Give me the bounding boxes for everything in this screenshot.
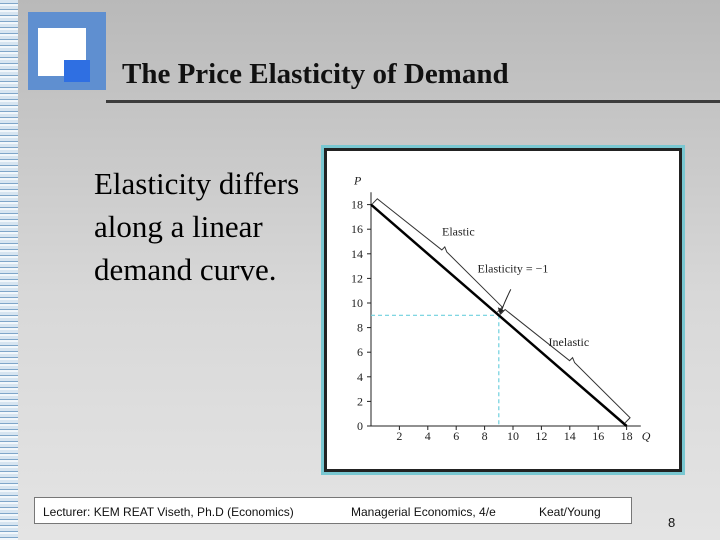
y-tick-label: 12 [351, 271, 363, 285]
arrow-shaft [500, 289, 512, 313]
x-tick-label: 18 [621, 429, 633, 443]
x-tick-label: 8 [482, 429, 488, 443]
elastic-brace [372, 198, 503, 313]
y-axis-label: P [353, 173, 362, 187]
y-tick-label: 14 [351, 247, 363, 261]
elastic-label: Elastic [442, 224, 475, 238]
y-tick-label: 8 [357, 321, 363, 335]
chart-frame: P Q 0 2 4 6 8 10 12 14 16 18 2 4 6 8 10 12 14 16 18 Elastic El… [324, 148, 682, 472]
footer-box [34, 497, 632, 524]
x-tick-label: 10 [507, 429, 519, 443]
inelastic-brace [499, 308, 631, 424]
slide-title: The Price Elasticity of Demand [122, 58, 509, 90]
inelastic-label: Inelastic [549, 335, 590, 349]
x-tick-label: 4 [425, 429, 431, 443]
x-tick-label: 12 [535, 429, 547, 443]
y-tick-label: 16 [351, 222, 363, 236]
x-tick-label: 2 [396, 429, 402, 443]
logo-square-accent [64, 60, 90, 82]
y-tick-label: 4 [357, 370, 363, 384]
decorative-stripe [0, 0, 18, 540]
y-tick-label: 2 [357, 394, 363, 408]
bullet-text: Elasticity differs along a linear demand… [94, 166, 300, 287]
footer-course: Managerial Economics, 4/e [351, 505, 496, 519]
y-tick-label: 10 [351, 296, 363, 310]
x-tick-label: 16 [592, 429, 604, 443]
unit-elasticity-label: Elasticity = −1 [478, 261, 549, 275]
footer-lecturer: Lecturer: KEM REAT Viseth, Ph.D (Economi… [43, 505, 294, 519]
demand-curve [370, 203, 628, 427]
y-tick-label: 18 [351, 198, 363, 212]
y-tick-label: 0 [357, 419, 363, 433]
x-tick-label: 6 [453, 429, 459, 443]
demand-chart: P Q 0 2 4 6 8 10 12 14 16 18 2 4 6 8 10 12 14 16 18 Elastic El… [351, 173, 651, 443]
page-number: 8 [668, 515, 676, 530]
footer-authors: Keat/Young [539, 505, 601, 519]
x-tick-label: 14 [564, 429, 576, 443]
arrow-head [497, 307, 504, 315]
title-divider [106, 100, 720, 103]
y-tick-label: 6 [357, 345, 363, 359]
x-axis-label: Q [642, 429, 651, 443]
